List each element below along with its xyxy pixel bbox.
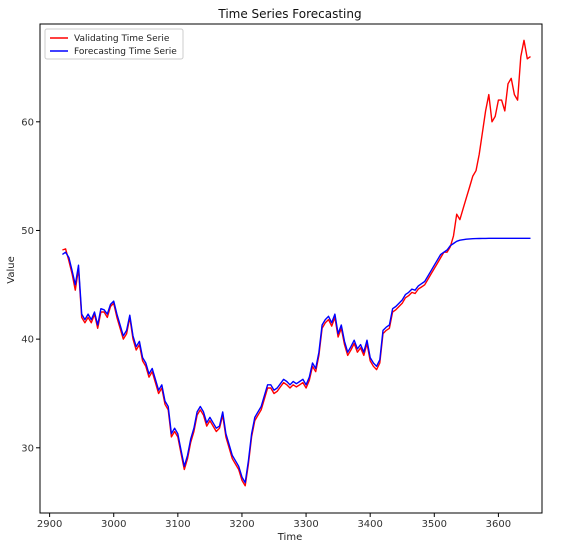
y-tick-label: 40 xyxy=(21,335,34,346)
x-tick-label: 3300 xyxy=(293,519,318,530)
x-tick-label: 3600 xyxy=(486,519,511,530)
x-tick-label: 3100 xyxy=(165,519,190,530)
legend-box xyxy=(44,28,184,60)
legend-label: Forecasting Time Serie xyxy=(74,47,177,57)
y-axis-label: Value xyxy=(6,256,17,283)
y-tick-label: 30 xyxy=(21,443,34,454)
y-tick-label: 50 xyxy=(21,226,34,237)
y-tick-label: 60 xyxy=(21,117,34,128)
plot-frame xyxy=(39,23,543,514)
series-layer xyxy=(62,39,531,487)
legend-label: Validating Time Serie xyxy=(74,34,170,44)
legend: Validating Time Serie Forecasting Time Se… xyxy=(44,28,184,60)
x-tick-label: 3500 xyxy=(422,519,447,530)
x-tick-label: 3400 xyxy=(357,519,382,530)
x-tick-label: 3000 xyxy=(101,519,126,530)
x-tick-label: 2900 xyxy=(37,519,62,530)
chart-title: Time Series Forecasting xyxy=(217,7,361,21)
x-axis-label: Time xyxy=(277,532,302,543)
x-axis: 2900 3000 3100 3200 3300 3400 3500 3600 xyxy=(37,513,511,530)
y-axis: 30 40 50 60 xyxy=(21,117,40,454)
x-tick-label: 3200 xyxy=(229,519,254,530)
series-line-forecasting xyxy=(62,237,531,484)
